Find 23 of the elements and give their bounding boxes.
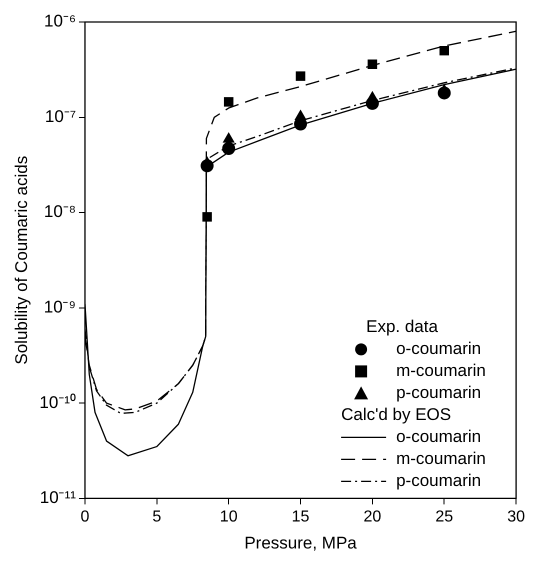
legend-title: Exp. data (366, 317, 438, 336)
legend-label: p-coumarin (396, 471, 482, 490)
annotation: Calc'd by EOS (341, 405, 452, 424)
x-tick-label: 15 (292, 508, 310, 526)
x-tick-label: 0 (80, 508, 90, 526)
legend-label: o-coumarin (396, 427, 482, 446)
legend-label: m-coumarin (396, 361, 486, 380)
y-tick-label: 10⁻⁹ (44, 298, 76, 317)
legend-label: m-coumarin (396, 449, 486, 468)
legend-label: o-coumarin (396, 339, 482, 358)
y-tick-label: 10⁻⁷ (44, 106, 76, 126)
x-axis-title: Pressure, MPa (244, 533, 358, 552)
y-tick-label: 10⁻¹⁰ (39, 392, 76, 412)
x-tick-label: 25 (435, 508, 454, 526)
y-tick-label: 10⁻¹¹ (40, 488, 76, 508)
y-tick-label: 10⁻⁸ (44, 202, 76, 222)
x-tick-label: 5 (152, 508, 162, 526)
legend-label: p-coumarin (396, 383, 482, 402)
x-tick-label: 30 (507, 508, 526, 526)
y-tick-label: 10⁻⁶ (44, 12, 76, 31)
x-tick-label: 10 (220, 508, 238, 526)
x-tick-label: 20 (363, 508, 382, 526)
y-axis-title: Solubility of Coumaric acids (12, 156, 31, 365)
